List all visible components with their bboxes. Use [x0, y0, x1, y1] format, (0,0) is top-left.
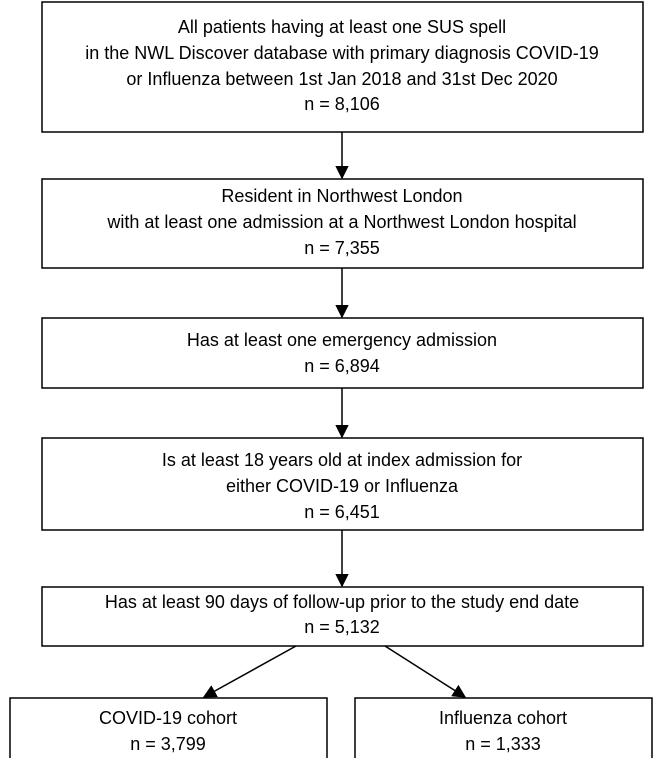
node-text: in the NWL Discover database with primar…: [85, 43, 599, 63]
box: [41, 586, 644, 647]
arrow: [202, 645, 297, 698]
node-count: n = 5,132: [304, 617, 380, 637]
node-text: Resident in Northwest London: [221, 186, 462, 206]
node-count: n = 3,799: [130, 734, 206, 754]
arrow: [384, 645, 467, 698]
node-count: n = 8,106: [304, 94, 380, 114]
node-text: or Influenza between 1st Jan 2018 and 31…: [126, 69, 557, 89]
box: [354, 697, 653, 758]
node-count: n = 7,355: [304, 238, 380, 258]
box: [9, 697, 328, 758]
node-text: Influenza cohort: [439, 708, 567, 728]
node-text: COVID-19 cohort: [99, 708, 237, 728]
node-text: All patients having at least one SUS spe…: [178, 17, 506, 37]
node-text: Has at least 90 days of follow-up prior …: [105, 592, 579, 612]
node-count: n = 6,894: [304, 356, 380, 376]
node-text: with at least one admission at a Northwe…: [106, 212, 576, 232]
node-text: Has at least one emergency admission: [187, 330, 497, 350]
node-text: either COVID-19 or Influenza: [226, 476, 459, 496]
box: [41, 317, 644, 389]
node-text: Is at least 18 years old at index admiss…: [162, 450, 522, 470]
node-count: n = 6,451: [304, 502, 380, 522]
box: [41, 178, 644, 269]
node-count: n = 1,333: [465, 734, 541, 754]
box: [41, 1, 644, 133]
